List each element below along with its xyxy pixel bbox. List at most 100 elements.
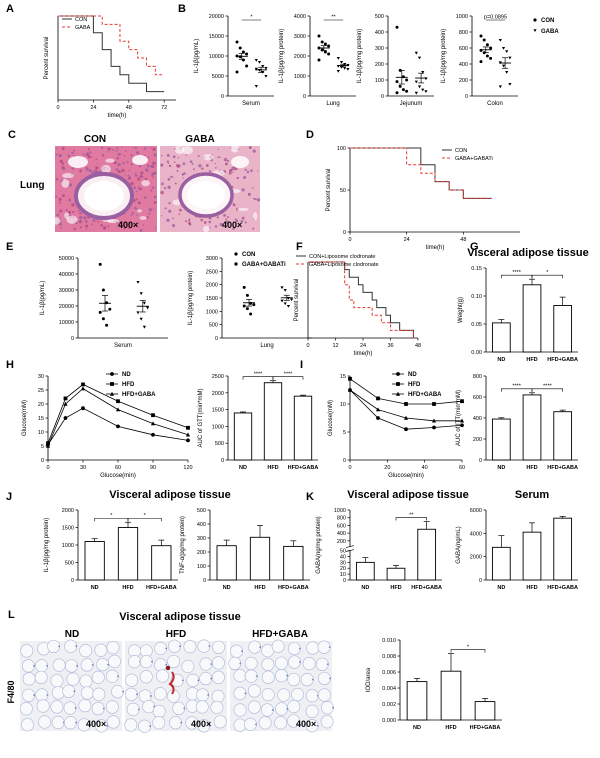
y-tick-label: 50 [340,188,346,194]
adipocyte [125,673,139,687]
cell-nucleus [247,192,251,196]
x-tick-label: 120 [183,465,192,471]
cell-nucleus [225,218,228,221]
y-tick-label: 25 [38,388,44,394]
adipocyte [287,672,301,687]
cell-nucleus [128,176,131,179]
series-point [460,423,464,428]
adipocyte [64,716,77,730]
bar [522,284,542,353]
cell-nucleus [210,663,213,665]
y-tick-label: 800 [459,30,468,36]
cell-nucleus [135,198,139,201]
bar [553,517,573,581]
adipocyte [35,688,49,702]
adipocyte [47,639,61,654]
data-point [417,56,422,60]
data-point [261,65,265,68]
cell-nucleus [236,225,239,228]
adipocyte [22,688,36,702]
bar [151,545,172,581]
y-tick-label: 0 [343,230,346,236]
cell-nucleus [54,195,58,198]
y-axis-label: GABA(ng/mL) [456,526,462,563]
cell-nucleus [203,221,207,224]
cell-nucleus [181,679,184,682]
bar [84,541,105,581]
series-point [460,399,464,404]
cell-nucleus [150,147,152,149]
cell-nucleus [131,211,134,215]
histology-scale-con: 400× [118,220,138,230]
ihc-scale-hfd-gaba: 400× [296,719,316,729]
y-tick-label: 200 [375,62,384,68]
adipocyte [233,686,247,700]
cell-nucleus [151,660,153,663]
y-tick-label: 10000 [59,320,74,326]
cell-nucleus [174,182,177,185]
cell-nucleus [93,169,98,173]
cell-nucleus [58,153,62,158]
data-point [245,64,249,68]
legend-b: CON GABA [533,18,559,35]
significance-label: **** [254,372,263,378]
cell-nucleus [111,148,114,151]
cell-nucleus [88,723,91,726]
cell-nucleus [192,168,195,171]
cell-nucleus [166,154,170,157]
cell-nucleus [128,226,131,230]
x-tick-label: 0 [46,465,49,471]
adipocyte [244,669,258,683]
cell-nucleus [225,162,228,166]
y-tick-label: 300 [375,46,384,52]
panel-letter-c: C [8,129,16,141]
adipocyte [51,715,65,730]
adipocyte [52,658,66,672]
data-point [327,44,331,48]
bar [117,527,139,581]
series-point [403,415,409,420]
significance-bracket [395,517,427,521]
adipocyte [154,641,168,656]
legend-label: HFD+GABA [122,392,156,398]
series-line-2 [47,388,189,447]
data-point [280,286,284,290]
data-point [482,38,486,42]
ihc-image-hfd-gaba: 400× [228,639,334,733]
survival-curve-1 [308,261,414,338]
category-label: ND [239,465,247,471]
cell-nucleus [150,189,153,192]
cell-nucleus [182,162,186,166]
cell-nucleus [136,222,139,225]
histology-column-gaba: GABA [185,134,214,145]
y-tick-label: 15 [38,416,44,422]
y-axis-label: Weight(g) [458,297,464,323]
y-tick-label: 0.008 [382,654,396,660]
cell-nucleus [33,664,35,667]
cell-nucleus [116,150,118,152]
alveolar-space [66,215,78,224]
y-tick-label: 0 [381,94,384,100]
cell-nucleus [255,675,258,678]
y-tick-label: 20 [340,566,346,572]
alveolar-space [202,225,210,233]
adipocyte [261,688,275,702]
cell-nucleus [207,694,210,696]
significance-bracket [531,388,563,392]
y-tick-label: 2000 [294,54,306,60]
cell-nucleus [72,210,75,214]
bar [553,305,573,353]
data-point [98,262,102,266]
cell-nucleus [181,173,184,176]
legend-marker [110,382,114,386]
x-tick-label: 40 [422,465,428,471]
histology-image-gaba: 400× [160,144,261,233]
cell-nucleus [152,161,156,166]
cell-nucleus [100,224,104,227]
cell-nucleus [208,170,212,173]
y-tick-label: 10 [38,430,44,436]
y-tick-label: 2000 [206,283,218,289]
adipocyte [64,639,78,653]
cell-nucleus [55,153,58,156]
cell-nucleus [250,169,253,173]
